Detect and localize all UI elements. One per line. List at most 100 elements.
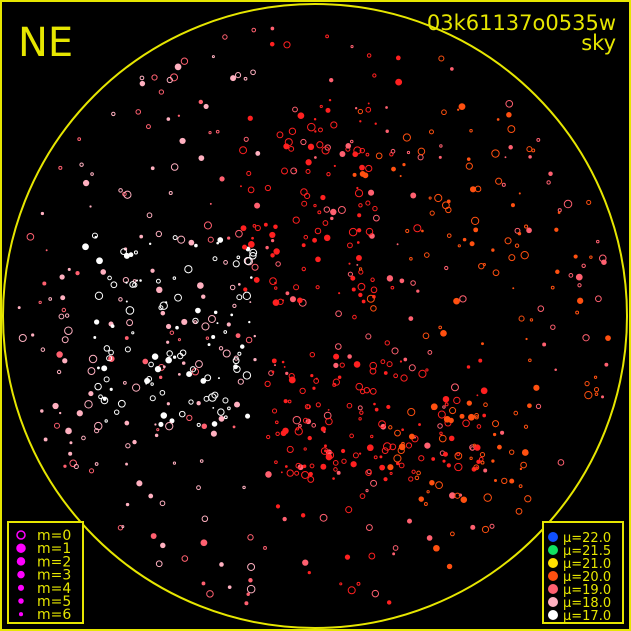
star: [323, 234, 331, 242]
star: [264, 380, 271, 387]
star: [273, 248, 280, 255]
star: [243, 76, 248, 81]
star: [64, 326, 73, 336]
star: [550, 285, 555, 290]
star: [526, 146, 533, 153]
star: [358, 292, 363, 298]
star: [158, 89, 165, 95]
star: [429, 210, 435, 216]
star: [365, 227, 374, 236]
star: [480, 387, 488, 395]
star: [392, 552, 396, 556]
star: [326, 171, 331, 177]
star: [125, 462, 129, 466]
star: [303, 234, 309, 240]
star: [476, 424, 482, 429]
star: [350, 275, 356, 281]
star: [398, 462, 405, 469]
star: [208, 131, 212, 135]
star: [81, 435, 86, 441]
star: [314, 156, 317, 159]
star: [348, 262, 351, 265]
star: [466, 157, 471, 161]
star: [172, 235, 178, 241]
star: [594, 392, 599, 396]
star: [245, 413, 251, 419]
star: [372, 73, 377, 78]
magnitude-marker: [16, 543, 26, 553]
star: [357, 213, 362, 218]
star: [431, 457, 436, 461]
star: [75, 270, 80, 276]
star: [236, 255, 241, 260]
star: [383, 477, 388, 482]
star: [365, 524, 373, 531]
star: [505, 99, 514, 108]
star: [355, 382, 364, 391]
star: [357, 405, 363, 411]
magnitude-marker: [18, 598, 24, 604]
mu-legend-label: μ=20.0: [563, 570, 611, 585]
star: [395, 78, 403, 86]
star: [350, 461, 357, 468]
star: [227, 585, 232, 590]
star: [354, 107, 358, 110]
star: [366, 444, 374, 452]
star: [301, 200, 308, 207]
star: [162, 365, 166, 369]
star: [373, 402, 376, 406]
star: [370, 305, 377, 312]
star: [359, 147, 365, 154]
star: [201, 423, 208, 429]
star: [582, 334, 590, 342]
star: [154, 433, 159, 438]
star: [426, 490, 430, 494]
star: [249, 252, 257, 260]
star: [180, 57, 189, 65]
star: [232, 303, 237, 308]
star: [383, 371, 388, 375]
star: [97, 366, 100, 370]
star: [330, 208, 337, 216]
star: [139, 279, 142, 282]
star: [181, 555, 189, 562]
star: [136, 480, 143, 487]
star: [478, 262, 485, 270]
star: [302, 417, 309, 424]
star: [172, 276, 177, 280]
star: [388, 425, 393, 430]
star: [402, 133, 411, 142]
star: [469, 186, 477, 193]
star: [125, 502, 130, 507]
star: [275, 431, 280, 437]
star: [460, 496, 468, 503]
star: [469, 456, 473, 460]
star: [462, 419, 470, 428]
star: [501, 477, 508, 485]
star: [150, 166, 155, 171]
star: [139, 234, 144, 239]
star: [88, 468, 95, 474]
star: [589, 255, 593, 259]
star: [203, 395, 210, 402]
star: [507, 125, 516, 134]
star: [417, 154, 424, 161]
star: [198, 155, 205, 161]
star: [504, 156, 507, 159]
star: [237, 351, 242, 356]
star: [322, 220, 329, 226]
star: [211, 55, 215, 59]
star: [118, 297, 123, 302]
star: [389, 471, 393, 475]
star: [52, 402, 59, 410]
star: [469, 241, 475, 247]
star: [518, 192, 521, 195]
star: [444, 402, 449, 407]
star: [156, 286, 163, 294]
star: [288, 145, 295, 152]
star: [274, 286, 278, 290]
star: [365, 200, 371, 206]
star: [433, 544, 440, 552]
star: [181, 318, 188, 325]
star: [448, 417, 454, 424]
